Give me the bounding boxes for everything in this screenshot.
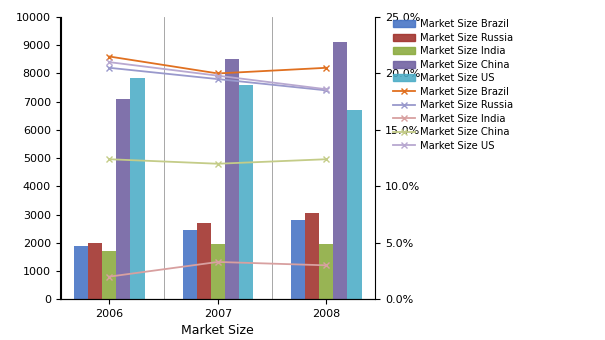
Market Size India <box>322 263 330 267</box>
Market Size China <box>214 162 221 166</box>
Bar <box>333 42 347 299</box>
Market Size US <box>106 60 113 64</box>
Bar <box>74 245 88 299</box>
Bar <box>305 213 319 299</box>
Bar <box>183 230 197 299</box>
Line: Market Size China: Market Size China <box>106 156 329 167</box>
Bar <box>347 110 362 299</box>
Market Size Brazil <box>106 54 113 58</box>
Market Size US <box>322 87 330 91</box>
Market Size India <box>106 275 113 279</box>
Line: Market Size US: Market Size US <box>106 59 329 92</box>
Line: Market Size Brazil: Market Size Brazil <box>106 54 329 76</box>
Market Size China <box>322 157 330 161</box>
Bar <box>116 99 131 299</box>
Market Size Russia <box>322 88 330 92</box>
Bar <box>131 78 145 299</box>
Market Size Brazil <box>214 71 221 75</box>
Market Size Russia <box>214 77 221 81</box>
Market Size India <box>214 260 221 264</box>
Bar <box>239 85 253 299</box>
Bar <box>291 220 305 299</box>
Bar <box>88 243 102 299</box>
X-axis label: Market Size: Market Size <box>182 324 254 338</box>
Bar <box>319 244 333 299</box>
Bar <box>211 244 225 299</box>
Market Size US <box>214 74 221 78</box>
Line: Market Size India: Market Size India <box>106 259 329 279</box>
Line: Market Size Russia: Market Size Russia <box>106 65 329 93</box>
Market Size Russia <box>106 66 113 70</box>
Bar <box>197 223 211 299</box>
Market Size Brazil <box>322 66 330 70</box>
Market Size China <box>106 157 113 161</box>
Bar <box>102 251 116 299</box>
Legend: Market Size Brazil, Market Size Russia, Market Size India, Market Size China, Ma: Market Size Brazil, Market Size Russia, … <box>389 15 517 155</box>
Bar <box>225 59 239 299</box>
